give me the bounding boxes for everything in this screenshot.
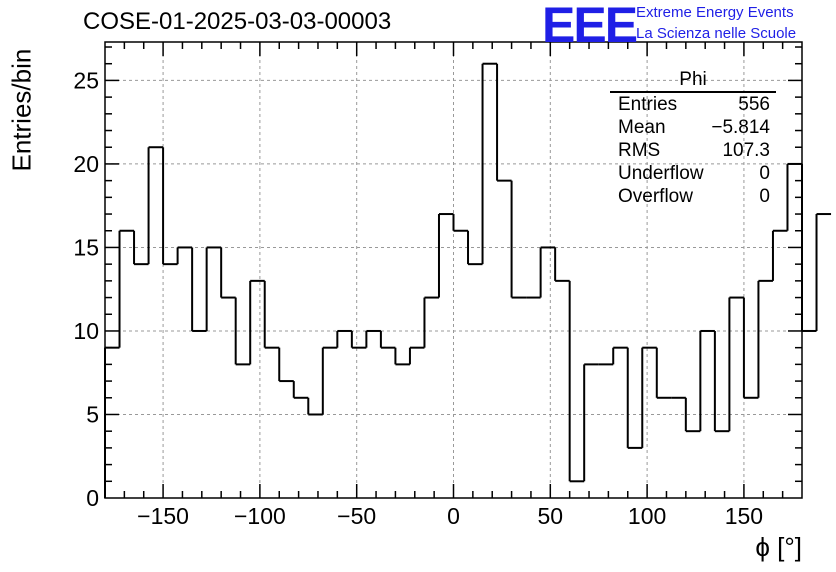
x-tick-label: −100 (234, 503, 286, 529)
x-tick-label: 150 (725, 503, 763, 529)
x-tick-label: 100 (628, 503, 666, 529)
stat-row-mean: Mean −5.814 (610, 116, 776, 139)
histogram-series (104, 62, 832, 498)
tick-labels: −150 −100 −50 0 50 100 150 0 5 10 15 20 25 (73, 67, 763, 529)
stat-name: Mean (618, 117, 666, 138)
x-tick-label: 0 (447, 503, 460, 529)
stat-value: 107.3 (722, 140, 770, 161)
x-tick-label: −50 (337, 503, 376, 529)
stats-title: Phi (610, 70, 776, 93)
y-tick-label: 15 (73, 234, 99, 260)
stat-row-underflow: Underflow 0 (610, 162, 776, 185)
stat-row-rms: RMS 107.3 (610, 139, 776, 162)
stat-value: 556 (738, 94, 770, 115)
chart-title: COSE-01-2025-03-03-00003 (83, 8, 392, 35)
stat-value: −5.814 (711, 117, 770, 138)
x-axis-label: ϕ [°] (755, 532, 802, 562)
stat-name: RMS (618, 140, 661, 161)
stat-row-overflow: Overflow 0 (610, 185, 776, 208)
stat-row-entries: Entries 556 (610, 93, 776, 116)
y-tick-label: 10 (73, 318, 99, 344)
stat-value: 0 (759, 186, 770, 207)
logo-subtitle-line1: Extreme Energy Events (636, 4, 794, 21)
axis-ticks (105, 42, 802, 498)
y-axis-label: Entries/bin (6, 48, 37, 172)
stat-name: Underflow (618, 163, 704, 184)
stat-name: Overflow (618, 186, 693, 207)
y-tick-label: 5 (86, 401, 99, 427)
y-tick-label: 0 (86, 485, 99, 511)
y-tick-label: 20 (73, 151, 99, 177)
stat-value: 0 (759, 163, 770, 184)
y-tick-label: 25 (73, 67, 99, 93)
x-tick-label: 50 (538, 503, 564, 529)
eee-logo: EEE (542, 0, 638, 53)
logo-subtitle-line2: La Scienza nelle Scuole (636, 25, 797, 42)
stat-name: Entries (618, 94, 678, 115)
x-tick-label: −150 (137, 503, 189, 529)
stats-box: Phi Entries 556 Mean −5.814 RMS 107.3 Un… (610, 70, 776, 208)
